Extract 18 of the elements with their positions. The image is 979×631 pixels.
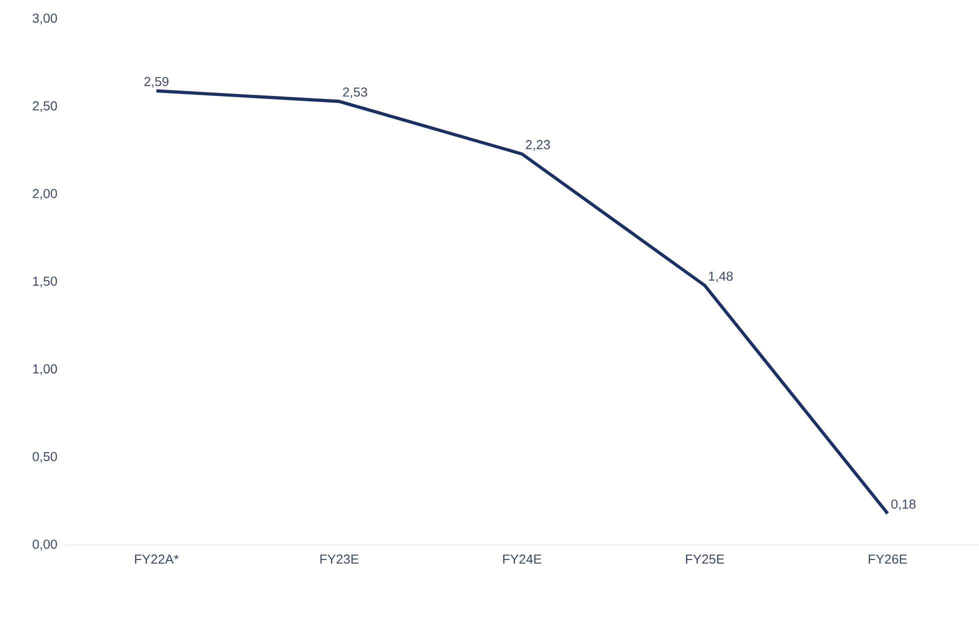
y-tick-label: 0,00	[32, 540, 57, 550]
data-label: 2,23	[526, 140, 550, 151]
line-series	[154, 89, 890, 516]
x-tick-label: FY23E	[320, 554, 359, 564]
x-tick-label: FY24E	[503, 554, 542, 564]
y-tick-label: 1,50	[33, 276, 57, 288]
x-tick-label: FY22A*	[135, 554, 179, 564]
data-label: 1,48	[708, 272, 733, 282]
y-tick-label: 2,50	[32, 101, 57, 112]
data-label: 2,59	[144, 76, 168, 88]
x-tick-label: FY25E	[686, 554, 724, 564]
data-label: 2,53	[343, 87, 368, 98]
y-tick-label: 2,00	[32, 188, 57, 200]
x-tick-label: FY26E	[868, 554, 907, 564]
data-label: 0,18	[891, 500, 916, 510]
y-tick-label: 0,50	[32, 452, 57, 463]
y-tick-label: 3,00	[32, 14, 57, 24]
y-tick-label: 1,00	[33, 364, 57, 376]
